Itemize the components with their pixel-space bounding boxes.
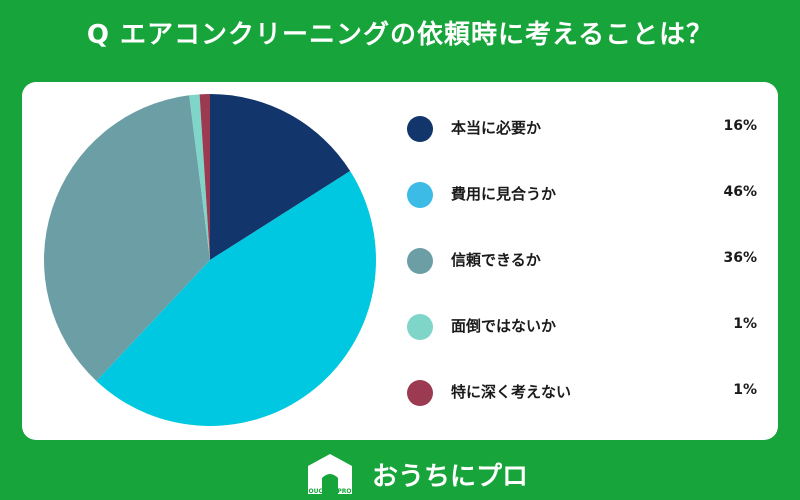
legend-swatch: [407, 248, 433, 274]
pie-slice: [96, 171, 376, 426]
pie-slice: [44, 95, 211, 382]
legend-swatch: [407, 116, 433, 142]
legend-label: 特に深く考えない: [451, 383, 572, 401]
house-icon: OUCHINIPRO: [308, 454, 352, 495]
legend-item: 特に深く考えない 1%: [407, 370, 757, 436]
legend-label: 本当に必要か: [451, 119, 542, 137]
legend-label: 信頼できるか: [451, 251, 541, 269]
chart-title: Q エアコンクリーニングの依頼時に考えることは？: [86, 20, 714, 50]
logo-text: おうちにプロ: [372, 462, 529, 492]
legend-swatch: [407, 380, 433, 406]
pie-slice: [199, 94, 210, 260]
legend-item: 費用に見合うか 46%: [407, 172, 757, 238]
legend-label: 面倒ではないか: [451, 317, 557, 335]
footer-logo: OUCHINIPRO おうちにプロ: [300, 450, 540, 496]
legend-value: 16%: [723, 118, 757, 134]
legend-swatch: [407, 182, 433, 208]
legend-swatch: [407, 314, 433, 340]
legend-value: 1%: [733, 382, 757, 398]
pie-slice: [189, 94, 210, 260]
legend-value: 46%: [723, 184, 757, 200]
legend-value: 1%: [733, 316, 757, 332]
legend-item: 信頼できるか 36%: [407, 238, 757, 304]
logo-mark-text: OUCHINIPRO: [308, 488, 351, 495]
pie-slice: [210, 94, 351, 260]
legend-item: 面倒ではないか 1%: [407, 304, 757, 370]
legend-value: 36%: [723, 250, 757, 266]
chart-card: 本当に必要か 16% 費用に見合うか 46% 信頼できるか 36% 面倒ではないか 1% 特に深…: [22, 82, 778, 440]
legend-item: 本当に必要か 16%: [407, 106, 757, 172]
legend: 本当に必要か 16% 費用に見合うか 46% 信頼できるか 36% 面倒ではないか 1% 特に深…: [407, 106, 757, 436]
legend-label: 費用に見合うか: [451, 185, 557, 203]
pie-chart: [44, 94, 376, 426]
